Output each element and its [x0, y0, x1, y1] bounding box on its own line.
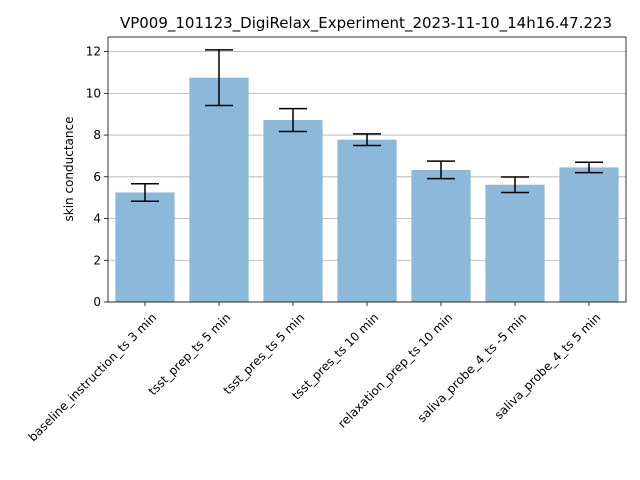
- y-ticks: 0 2 4 6 8 10 12: [86, 45, 108, 309]
- y-tick-label: 10: [86, 86, 101, 100]
- bar: [115, 192, 175, 302]
- x-tick-label: baseline_instruction_ts 3 min: [26, 310, 160, 444]
- y-tick-label: 2: [93, 253, 101, 267]
- bar: [559, 167, 619, 302]
- bar: [485, 184, 545, 302]
- bar: [263, 120, 323, 302]
- bar: [337, 139, 397, 302]
- bars: [115, 77, 619, 302]
- y-tick-label: 6: [93, 170, 101, 184]
- bar: [189, 77, 249, 302]
- bar: [411, 169, 471, 302]
- x-tick-label: tsst_prep_ts 5 min: [146, 310, 234, 398]
- x-ticks: baseline_instruction_ts 3 mintsst_prep_t…: [26, 302, 603, 444]
- x-tick-label: tsst_pres_ts 5 min: [221, 310, 308, 397]
- y-tick-label: 12: [86, 45, 101, 59]
- y-tick-label: 0: [93, 295, 101, 309]
- y-tick-label: 8: [93, 128, 101, 142]
- error-bars: [131, 49, 603, 202]
- chart-title: VP009_101123_DigiRelax_Experiment_2023-1…: [120, 14, 612, 33]
- y-tick-label: 4: [93, 212, 101, 226]
- y-axis-label: skin conductance: [62, 117, 76, 222]
